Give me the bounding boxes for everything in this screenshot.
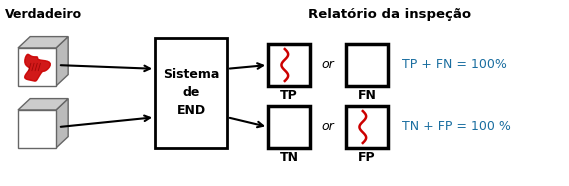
- Text: TN: TN: [279, 151, 299, 164]
- Text: FN: FN: [357, 89, 377, 102]
- Bar: [346, 106, 388, 148]
- Text: Verdadeiro: Verdadeiro: [5, 8, 82, 21]
- Polygon shape: [18, 48, 56, 86]
- Text: Relatório da inspeção: Relatório da inspeção: [308, 8, 472, 21]
- Polygon shape: [24, 54, 50, 81]
- Polygon shape: [18, 37, 68, 48]
- Polygon shape: [18, 99, 68, 110]
- Polygon shape: [18, 110, 56, 148]
- Text: TP + FN = 100%: TP + FN = 100%: [402, 59, 507, 71]
- Text: TP: TP: [280, 89, 298, 102]
- Text: or: or: [321, 59, 335, 71]
- Text: FP: FP: [358, 151, 376, 164]
- Bar: [268, 106, 310, 148]
- Polygon shape: [56, 37, 68, 86]
- Text: or: or: [321, 121, 335, 134]
- Text: TN + FP = 100 %: TN + FP = 100 %: [402, 121, 511, 134]
- Polygon shape: [56, 99, 68, 148]
- Text: Sistema
de
END: Sistema de END: [163, 68, 219, 118]
- Bar: [155, 38, 227, 148]
- Bar: [346, 44, 388, 86]
- Bar: [268, 44, 310, 86]
